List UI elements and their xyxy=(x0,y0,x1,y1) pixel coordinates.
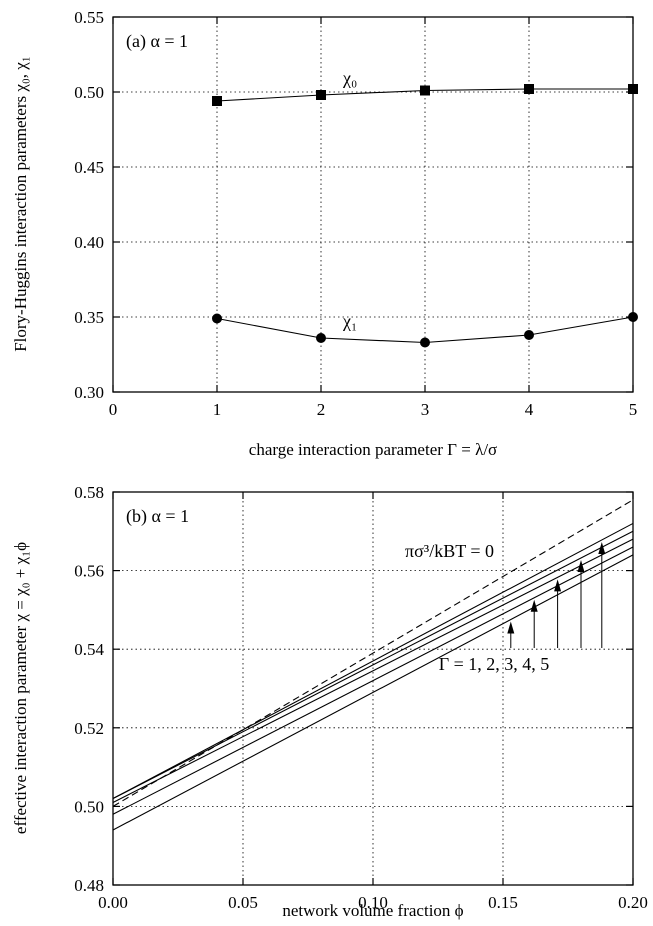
x-tick-label: 2 xyxy=(317,400,326,419)
data-point-chi0 xyxy=(420,85,430,96)
panel-a-y-axis-label: Flory-Huggins interaction parameters χ₀,… xyxy=(11,56,30,352)
y-tick-label: 0.45 xyxy=(74,158,104,177)
gamma-arrow-head xyxy=(530,599,538,612)
gamma-arrows xyxy=(507,541,606,648)
data-point-chi0 xyxy=(316,90,326,100)
panel-b-series xyxy=(112,499,634,831)
x-tick-label: 0.00 xyxy=(98,893,128,912)
series-label-chi1: χ₁ xyxy=(342,311,357,331)
series-line-gamma-1 xyxy=(112,554,634,831)
dashed-line-label: πσ³/kBT = 0 xyxy=(405,541,494,561)
data-point-chi1 xyxy=(316,333,326,343)
series-line-gamma-5 xyxy=(112,522,634,800)
panel-a-x-axis-label: charge interaction parameter Γ = λ/σ xyxy=(249,440,497,459)
data-point-chi1 xyxy=(524,330,534,340)
series-label-chi0: χ₀ xyxy=(342,68,357,88)
y-tick-label: 0.30 xyxy=(74,383,104,402)
y-tick-label: 0.50 xyxy=(74,83,104,102)
y-tick-label: 0.40 xyxy=(74,233,104,252)
x-tick-label: 1 xyxy=(213,400,222,419)
panel-b-annotation: (b) α = 1 xyxy=(126,506,189,527)
panel-b-x-axis-label: network volume fraction ϕ xyxy=(282,901,463,920)
x-tick-label: 0 xyxy=(109,400,118,419)
data-point-chi0 xyxy=(628,84,638,94)
y-tick-label: 0.58 xyxy=(74,483,104,502)
series-line-gamma-2 xyxy=(112,546,634,815)
y-tick-label: 0.52 xyxy=(74,719,104,738)
y-tick-label: 0.48 xyxy=(74,876,104,895)
panel-a-series xyxy=(212,84,638,348)
series-line-gamma-4 xyxy=(112,530,634,800)
gamma-arrow-head xyxy=(598,541,606,554)
x-tick-label: 0.10 xyxy=(358,893,388,912)
panel-a-chart: 0 1 2 3 4 5 0.30 0.35 0.40 0.45 0.50 0.55 (a) α = 1… xyxy=(11,8,638,459)
gamma-arrow-head xyxy=(507,621,515,634)
panel-a-plot-frame xyxy=(112,16,634,393)
panel-a-ticks: 0 1 2 3 4 5 0.30 0.35 0.40 0.45 0.50 0.55 xyxy=(74,8,637,419)
gamma-values-label: Γ = 1, 2, 3, 4, 5 xyxy=(439,654,550,674)
data-point-chi1 xyxy=(628,312,638,322)
y-tick-label: 0.35 xyxy=(74,308,104,327)
panel-b-y-axis-label: effective interaction parameter χ = χ₀ +… xyxy=(11,542,30,834)
series-line-reference-dashed xyxy=(112,499,634,807)
panel-b-chart: 0.00 0.05 0.10 0.15 0.20 0.48 0.50 0.52 0.54 0.56… xyxy=(11,483,648,920)
y-tick-label: 0.50 xyxy=(74,797,104,816)
x-tick-label: 0.05 xyxy=(228,893,258,912)
gamma-arrow-head xyxy=(577,560,585,573)
panel-a-grid xyxy=(113,17,633,392)
panel-b-ticks: 0.00 0.05 0.10 0.15 0.20 0.48 0.50 0.52 0.54 0.56… xyxy=(74,483,648,912)
series-line-gamma-3 xyxy=(112,538,634,803)
panel-b-grid xyxy=(113,492,633,885)
x-tick-label: 0.20 xyxy=(618,893,648,912)
x-tick-label: 3 xyxy=(421,400,430,419)
y-tick-label: 0.54 xyxy=(74,640,104,659)
y-tick-label: 0.55 xyxy=(74,8,104,27)
x-tick-label: 4 xyxy=(525,400,534,419)
gamma-arrow-head xyxy=(554,579,562,592)
y-tick-label: 0.56 xyxy=(74,562,104,581)
data-point-chi0 xyxy=(212,96,222,106)
panel-a-annotation: (a) α = 1 xyxy=(126,31,188,52)
data-point-chi1 xyxy=(212,313,222,324)
x-tick-label: 0.15 xyxy=(488,893,518,912)
x-tick-label: 5 xyxy=(629,400,638,419)
data-point-chi1 xyxy=(420,337,430,348)
data-point-chi0 xyxy=(524,84,534,94)
